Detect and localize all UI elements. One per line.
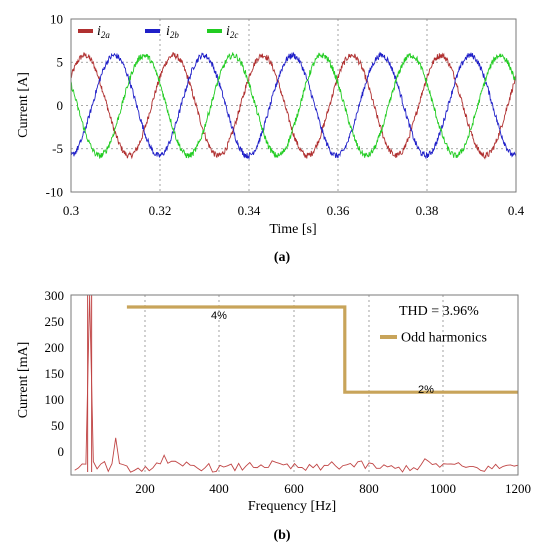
- chart-a-ytick: -5: [52, 141, 63, 156]
- chart-b-xtick: 600: [284, 481, 304, 496]
- panel-label-a: (a): [274, 250, 291, 265]
- chart-b-xtick: 400: [209, 481, 229, 496]
- odd-harmonics-limit-line: [126, 305, 518, 394]
- chart-a-xtick: 0.38: [416, 203, 439, 218]
- legend-label-i2b: i2b: [166, 24, 179, 40]
- legend-label-odd-harmonics: Odd harmonics: [401, 331, 487, 346]
- legend-swatch-i2a: [78, 29, 93, 33]
- legend-swatch-odd-harmonics: [380, 335, 397, 339]
- chart-b-ylabel: Current [mA]: [16, 342, 31, 419]
- chart-a-ytick: 10: [50, 12, 63, 27]
- chart-a-xtick: 0.3: [63, 203, 79, 218]
- chart-b-xtick: 800: [359, 481, 379, 496]
- chart-a-ytick: 5: [57, 55, 64, 70]
- chart-a-xtick: 0.34: [238, 203, 261, 218]
- chart-b-xtick: 1000: [430, 481, 456, 496]
- chart-b-xlabel: Frequency [Hz]: [248, 499, 336, 514]
- legend-swatch-i2c: [207, 29, 222, 33]
- chart-a-xtick: 0.36: [327, 203, 350, 218]
- legend-label-i2a: i2a: [97, 24, 110, 40]
- chart-a-xtick: 0.4: [508, 203, 525, 218]
- chart-a-ylabel: Current [A]: [16, 72, 31, 138]
- chart-a-legend: i2a i2b i2c: [78, 24, 238, 40]
- panel-label-b: (b): [273, 528, 290, 543]
- thd-annotation: THD = 3.96%: [399, 304, 479, 319]
- chart-b: 300 250 200 150 100 50 0 200 400 600 800…: [16, 288, 531, 543]
- limit-label-low: 2%: [418, 384, 434, 396]
- chart-b-xtick: 200: [135, 481, 155, 496]
- series-line-i2b: [70, 51, 517, 160]
- spectrum-line: [74, 294, 519, 473]
- chart-a-xtick: 0.32: [149, 203, 172, 218]
- chart-b-ytick: 50: [51, 418, 64, 433]
- chart-b-frame: [70, 294, 519, 476]
- limit-label-high: 4%: [211, 310, 227, 322]
- chart-b-ytick: 0: [58, 444, 65, 459]
- chart-b-series-group: [74, 294, 519, 473]
- legend-swatch-i2b: [145, 29, 160, 33]
- chart-a-xlabel: Time [s]: [269, 222, 316, 237]
- legend-label-i2c: i2c: [226, 24, 238, 40]
- chart-b-ytick: 200: [45, 340, 65, 355]
- chart-b-xtick: 1200: [505, 481, 531, 496]
- chart-b-ytick: 250: [45, 314, 65, 329]
- series-line-i2c: [70, 52, 517, 159]
- chart-a-ytick: -10: [46, 185, 63, 200]
- chart-a-grid: [71, 19, 516, 192]
- series-line-i2a: [70, 52, 517, 160]
- chart-b-ytick: 150: [45, 366, 65, 381]
- chart-b-ytick: 300: [45, 288, 65, 303]
- chart-b-grid: [144, 295, 444, 475]
- chart-a-ytick: 0: [57, 98, 64, 113]
- chart-a: 10 5 0 -5 -10 0.3 0.32 0.34 0.36 0.38 0.…: [16, 12, 525, 266]
- chart-b-legend: Odd harmonics: [380, 331, 487, 346]
- chart-a-series-group: [70, 51, 517, 160]
- chart-a-frame: [70, 18, 517, 193]
- chart-b-ytick: 100: [45, 392, 65, 407]
